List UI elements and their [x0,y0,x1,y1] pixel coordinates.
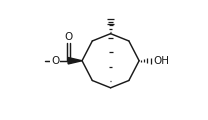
Text: O: O [51,56,59,66]
Polygon shape [68,57,82,64]
Text: O: O [64,32,72,42]
Text: OH: OH [153,56,169,66]
